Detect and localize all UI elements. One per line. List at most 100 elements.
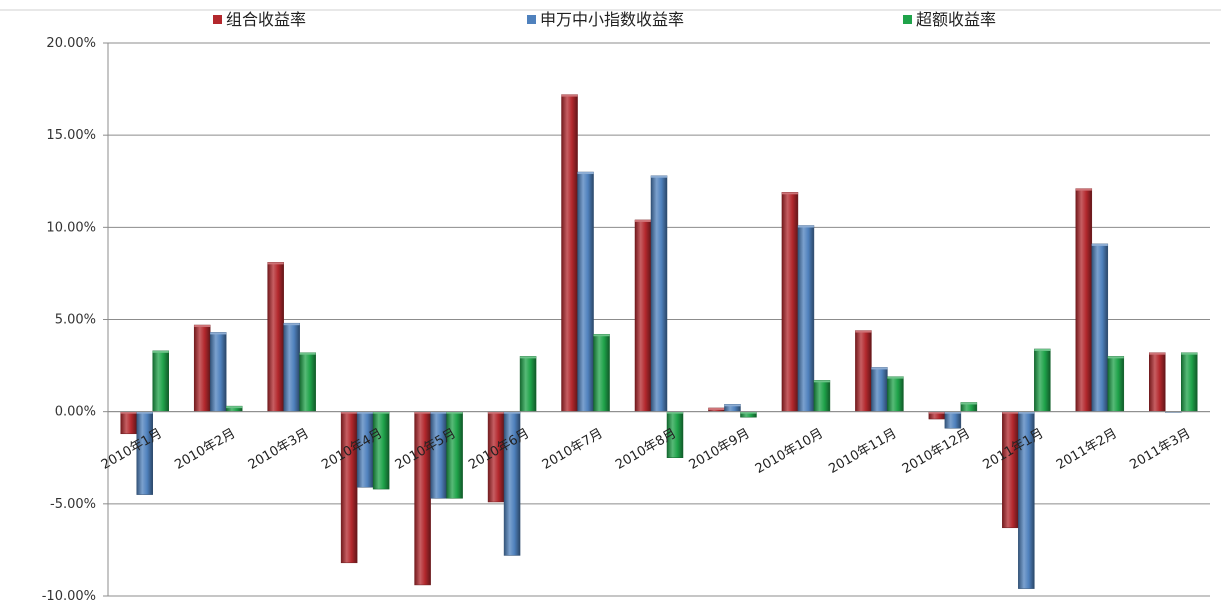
bar-highlight: [797, 225, 814, 228]
bar-highlight: [1149, 352, 1166, 355]
bar-highlight: [283, 323, 300, 326]
y-tick-label: 20.00%: [46, 36, 96, 51]
bar-excess: [593, 333, 610, 412]
bar-portfolio: [634, 219, 652, 412]
bar-highlight: [1002, 411, 1019, 414]
bar-highlight: [708, 407, 725, 410]
bar-index: [283, 322, 300, 412]
legend-label: 申万中小指数收益率: [540, 10, 684, 29]
bar-highlight: [226, 406, 243, 409]
bar-highlight: [561, 94, 578, 97]
y-tick-label: 5.00%: [55, 313, 96, 328]
bar-highlight: [871, 367, 888, 370]
bar-portfolio: [1149, 352, 1166, 412]
bar-highlight: [651, 175, 667, 178]
legend-label: 组合收益率: [226, 10, 306, 29]
bar-highlight: [855, 330, 872, 333]
bar-highlight: [928, 411, 945, 414]
bar-portfolio: [340, 411, 358, 564]
bar-portfolio: [1002, 411, 1019, 529]
x-category-label: 2010年3月: [246, 426, 312, 473]
bar-highlight: [667, 411, 683, 414]
bar-highlight: [593, 334, 610, 337]
bar-highlight: [724, 404, 741, 407]
bar-highlight: [120, 411, 137, 414]
bars: [108, 94, 1210, 589]
bar-highlight: [1107, 356, 1124, 359]
y-tick-label: -10.00%: [42, 589, 96, 604]
bar-highlight: [520, 356, 537, 359]
bar-excess: [887, 376, 904, 412]
bar-portfolio: [561, 94, 578, 412]
bar-highlight: [210, 332, 227, 335]
bar-index: [209, 332, 227, 412]
bar-highlight: [740, 411, 757, 414]
bar-highlight: [1075, 188, 1092, 191]
bar-index: [1091, 243, 1109, 412]
bar-portfolio: [267, 262, 284, 412]
bar-highlight: [960, 402, 977, 405]
bar-excess: [1107, 356, 1125, 412]
x-category-label: 2010年12月: [900, 426, 973, 477]
x-category-label: 2010年7月: [540, 426, 606, 473]
bar-highlight: [267, 262, 284, 265]
bar-excess: [446, 411, 463, 499]
legend-swatch: [903, 15, 912, 24]
bar-highlight: [357, 411, 374, 414]
bar-highlight: [944, 411, 961, 414]
bar-highlight: [1018, 411, 1035, 414]
bar-index: [430, 411, 447, 499]
bar-highlight: [1181, 352, 1198, 355]
bar-index: [797, 225, 815, 412]
bar-excess: [372, 411, 390, 490]
legend-swatch: [527, 15, 536, 24]
bar-highlight: [194, 325, 211, 328]
bar-highlight: [341, 411, 358, 414]
bar-highlight: [781, 192, 798, 195]
bar-portfolio: [855, 330, 872, 412]
x-category-label: 2010年10月: [753, 426, 826, 477]
bar-highlight: [887, 376, 904, 379]
x-category-label: 2010年2月: [172, 426, 238, 473]
x-category-label: 2011年3月: [1127, 426, 1193, 473]
bar-highlight: [635, 219, 651, 222]
x-category-label: 2011年2月: [1054, 426, 1120, 473]
bar-highlight: [1034, 348, 1051, 351]
bar-portfolio: [193, 324, 211, 412]
bar-highlight: [577, 172, 594, 175]
bar-highlight: [813, 380, 830, 383]
bar-portfolio: [781, 192, 799, 412]
bar-index: [577, 171, 594, 412]
bar-highlight: [1091, 243, 1108, 246]
y-tick-label: 15.00%: [46, 128, 96, 143]
bar-portfolio: [1075, 188, 1093, 412]
y-tick-label: 0.00%: [55, 405, 96, 420]
y-tick-label: 10.00%: [46, 220, 96, 235]
bar-highlight: [430, 411, 447, 414]
y-tick-label: -5.00%: [50, 497, 96, 512]
x-category-label: 2010年9月: [687, 426, 753, 473]
bar-portfolio: [414, 411, 431, 586]
bar-excess: [813, 380, 831, 412]
bar-portfolio: [120, 411, 137, 435]
x-category-label: 2010年11月: [826, 426, 899, 477]
y-axis-ticks: -10.00% -5.00% 0.00% 5.00% 10.00% 15.00% 20.00…: [42, 36, 96, 604]
bar-highlight: [373, 411, 390, 414]
bar-highlight: [488, 411, 505, 414]
bar-index: [650, 175, 668, 412]
bar-highlight: [504, 411, 521, 414]
bar-excess: [519, 356, 537, 412]
bar-highlight: [446, 411, 463, 414]
bar-highlight: [299, 352, 316, 355]
legend-swatch: [213, 15, 222, 24]
bar-index: [944, 411, 962, 429]
gridlines: [0, 9, 1221, 597]
legend-label: 超额收益率: [916, 10, 996, 29]
bar-highlight: [152, 350, 169, 353]
bar-excess: [1034, 348, 1051, 412]
bar-excess: [299, 352, 316, 412]
legend: 组合收益率 申万中小指数收益率 超额收益率: [213, 10, 996, 29]
bar-excess: [152, 350, 169, 412]
